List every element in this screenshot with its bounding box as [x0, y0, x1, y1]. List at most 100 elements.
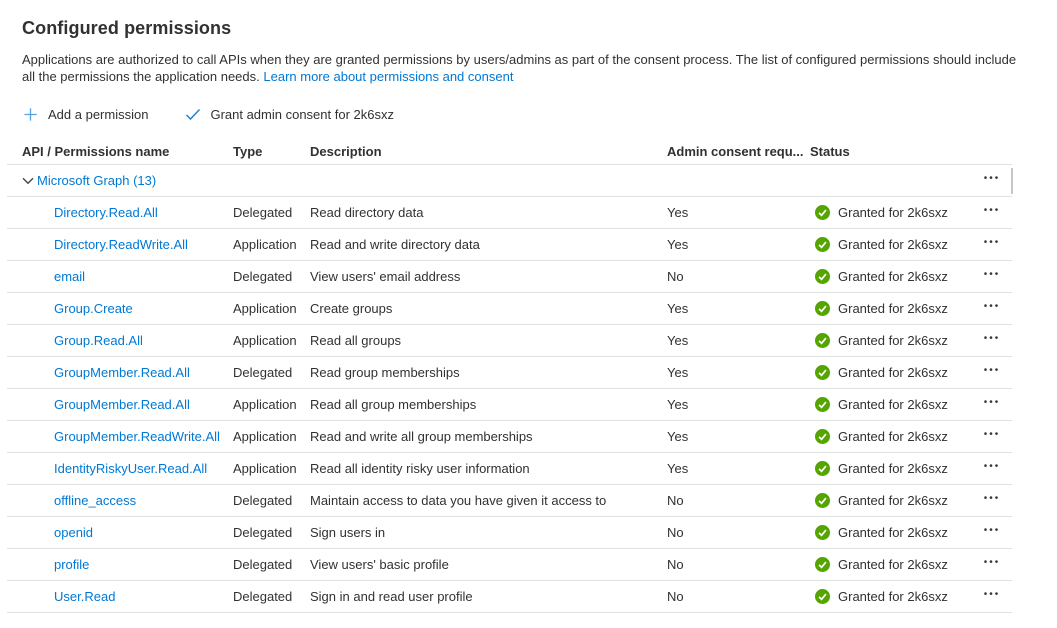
permission-row: openid Delegated Sign users in No Grante… — [7, 517, 1012, 549]
status-cell: Granted for 2k6sxz — [810, 461, 972, 476]
permission-name-cell: offline_access — [7, 493, 233, 508]
permission-name-link[interactable]: User.Read — [54, 589, 116, 604]
status-cell: Granted for 2k6sxz — [810, 333, 972, 348]
admin-consent-required-cell: No — [667, 269, 684, 284]
permission-name-cell: Directory.Read.All — [7, 205, 233, 220]
permission-name-link[interactable]: profile — [54, 557, 90, 572]
status-text: Granted for 2k6sxz — [838, 237, 948, 252]
admin-consent-required-cell: No — [667, 589, 684, 604]
permission-row: GroupMember.ReadWrite.All Application Re… — [7, 421, 1012, 453]
configured-permissions-page: Configured permissions Applications are … — [0, 18, 1057, 628]
status-text: Granted for 2k6sxz — [838, 557, 948, 572]
granted-check-icon — [815, 269, 830, 284]
command-bar: Add a permission Grant admin consent for… — [22, 100, 1035, 128]
permission-name-cell: email — [7, 269, 233, 284]
permission-name-link[interactable]: Group.Read.All — [54, 333, 143, 348]
chevron-down-icon[interactable] — [22, 177, 34, 185]
permission-description-cell: Read all groups — [310, 333, 402, 348]
row-menu-button[interactable]: ••• — [972, 333, 1012, 348]
status-text: Granted for 2k6sxz — [838, 525, 948, 540]
permission-type-cell: Application — [233, 237, 297, 252]
permission-name-cell: GroupMember.Read.All — [7, 397, 233, 412]
row-menu-button[interactable]: ••• — [972, 269, 1012, 284]
permission-name-link[interactable]: openid — [54, 525, 94, 540]
permission-name-link[interactable]: GroupMember.Read.All — [54, 365, 190, 380]
status-cell: Granted for 2k6sxz — [810, 589, 972, 604]
status-text: Granted for 2k6sxz — [838, 493, 948, 508]
permission-row: IdentityRiskyUser.Read.All Application R… — [7, 453, 1012, 485]
admin-consent-required-cell: Yes — [667, 301, 689, 316]
group-menu-button[interactable]: ••• — [972, 173, 1012, 188]
table-header-row: API / Permissions name Type Description … — [7, 138, 1012, 165]
permission-description-cell: Read directory data — [310, 205, 424, 220]
granted-check-icon — [815, 397, 830, 412]
add-permission-label: Add a permission — [48, 106, 149, 122]
status-cell: Granted for 2k6sxz — [810, 493, 972, 508]
permission-row: Group.Create Application Create groups Y… — [7, 293, 1012, 325]
row-menu-button[interactable]: ••• — [972, 493, 1012, 508]
status-text: Granted for 2k6sxz — [838, 429, 948, 444]
learn-more-link[interactable]: Learn more about permissions and consent — [263, 69, 514, 84]
row-menu-button[interactable]: ••• — [972, 237, 1012, 252]
admin-consent-required-cell: Yes — [667, 205, 689, 220]
header-type: Type — [233, 143, 263, 159]
granted-check-icon — [815, 365, 830, 380]
granted-check-icon — [815, 333, 830, 348]
row-menu-button[interactable]: ••• — [972, 557, 1012, 572]
permission-description-cell: View users' basic profile — [310, 557, 449, 572]
permission-row: Directory.ReadWrite.All Application Read… — [7, 229, 1012, 261]
description-line-1: Applications are authorized to call APIs… — [22, 52, 1017, 67]
row-menu-button[interactable]: ••• — [972, 461, 1012, 476]
permission-description-cell: Read group memberships — [310, 365, 460, 380]
permission-name-link[interactable]: GroupMember.ReadWrite.All — [54, 429, 220, 444]
permission-type-cell: Application — [233, 429, 297, 444]
row-menu-button[interactable]: ••• — [972, 205, 1012, 220]
description-line-2: all the permissions the application need… — [22, 69, 260, 84]
page-title: Configured permissions — [22, 18, 232, 38]
row-menu-button[interactable]: ••• — [972, 397, 1012, 412]
granted-check-icon — [815, 461, 830, 476]
row-menu-button[interactable]: ••• — [972, 429, 1012, 444]
permission-type-cell: Application — [233, 333, 297, 348]
permission-name-link[interactable]: Group.Create — [54, 301, 133, 316]
permission-name-link[interactable]: IdentityRiskyUser.Read.All — [54, 461, 208, 476]
permission-name-cell: Directory.ReadWrite.All — [7, 237, 233, 252]
status-cell: Granted for 2k6sxz — [810, 397, 972, 412]
granted-check-icon — [815, 525, 830, 540]
add-permission-button[interactable]: Add a permission — [22, 106, 148, 123]
granted-check-icon — [815, 429, 830, 444]
admin-consent-required-cell: No — [667, 493, 684, 508]
permission-description-cell: Sign users in — [310, 525, 386, 540]
permission-name-link[interactable]: Directory.ReadWrite.All — [54, 237, 188, 252]
status-cell: Granted for 2k6sxz — [810, 557, 972, 572]
permission-name-link[interactable]: GroupMember.Read.All — [54, 397, 190, 412]
grant-admin-consent-button[interactable]: Grant admin consent for 2k6sxz — [184, 106, 394, 123]
permission-name-link[interactable]: email — [54, 269, 86, 284]
permission-name-link[interactable]: Directory.Read.All — [54, 205, 158, 220]
microsoft-graph-link[interactable]: Microsoft Graph (13) — [37, 173, 157, 188]
permission-type-cell: Delegated — [233, 269, 293, 284]
permission-row: Directory.Read.All Delegated Read direct… — [7, 197, 1012, 229]
granted-check-icon — [815, 557, 830, 572]
permission-description-cell: Read and write all group memberships — [310, 429, 533, 444]
scrollbar-thumb[interactable] — [1011, 168, 1013, 194]
permission-description-cell: Read all group memberships — [310, 397, 477, 412]
permission-row: offline_access Delegated Maintain access… — [7, 485, 1012, 517]
row-menu-button[interactable]: ••• — [972, 301, 1012, 316]
permission-type-cell: Application — [233, 397, 297, 412]
permission-row: GroupMember.Read.All Delegated Read grou… — [7, 357, 1012, 389]
admin-consent-required-cell: No — [667, 557, 684, 572]
permission-description-cell: Maintain access to data you have given i… — [310, 493, 607, 508]
row-menu-button[interactable]: ••• — [972, 365, 1012, 380]
header-status: Status — [810, 143, 850, 159]
permission-type-cell: Delegated — [233, 589, 293, 604]
permission-row: email Delegated View users' email addres… — [7, 261, 1012, 293]
status-cell: Granted for 2k6sxz — [810, 301, 972, 316]
status-cell: Granted for 2k6sxz — [810, 365, 972, 380]
row-menu-button[interactable]: ••• — [972, 525, 1012, 540]
permission-name-cell: Group.Read.All — [7, 333, 233, 348]
status-cell: Granted for 2k6sxz — [810, 205, 972, 220]
permission-name-link[interactable]: offline_access — [54, 493, 137, 508]
row-menu-button[interactable]: ••• — [972, 589, 1012, 604]
status-cell: Granted for 2k6sxz — [810, 429, 972, 444]
